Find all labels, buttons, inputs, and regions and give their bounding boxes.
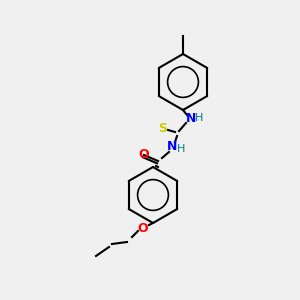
Text: N: N — [186, 112, 196, 124]
Text: H: H — [195, 113, 203, 123]
Text: O: O — [139, 148, 149, 161]
Text: H: H — [177, 144, 185, 154]
Text: O: O — [138, 221, 148, 235]
Text: S: S — [158, 122, 167, 136]
Text: N: N — [167, 140, 177, 154]
